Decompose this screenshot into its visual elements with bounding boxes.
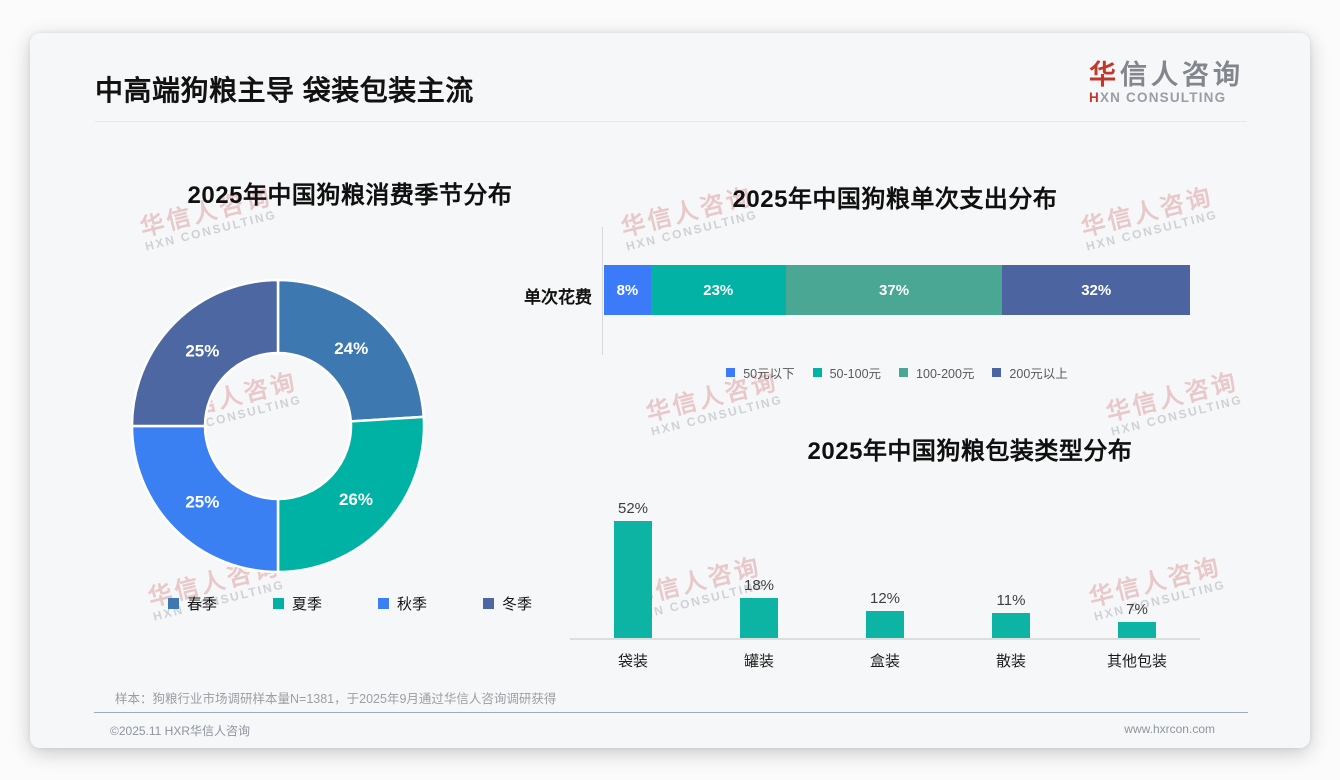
spend-segment-3: 32% (1002, 265, 1190, 315)
packaging-category-0: 袋装 (617, 653, 648, 670)
legend-swatch-icon (812, 368, 822, 377)
packaging-category-2: 盒装 (869, 653, 900, 670)
packaging-data-label-3: 11% (996, 592, 1026, 610)
sample-note: 样本：狗粮行业市场调研样本量N=1381，于2025年9月通过华信人咨询调研获得 (115, 692, 557, 706)
footer-copyright: ©2025.11 HXR华信人咨询 (110, 724, 250, 738)
company-logo: 华信人咨询 HXN CONSULTING (1089, 53, 1244, 105)
packaging-bar-1 (740, 597, 778, 638)
spend-data-label-1: 23% (703, 281, 734, 299)
packaging-category-4: 其他包装 (1106, 653, 1167, 670)
spend-row-label: 单次花费 (524, 288, 592, 307)
packaging-bar-4 (1118, 622, 1156, 638)
legend-swatch-icon (167, 598, 179, 609)
packaging-column-1: 18% (696, 576, 822, 638)
header-divider (95, 121, 1247, 122)
donut-data-label-1: 26% (339, 490, 373, 509)
packaging-column-0: 52% (570, 500, 696, 638)
spend-legend-item-1: 50-100元 (812, 363, 881, 382)
legend-swatch-icon (272, 598, 284, 609)
donut-legend-item-1: 夏季 (272, 593, 322, 614)
spend-legend-item-2: 100-200元 (899, 363, 974, 382)
packaging-category-labels: 袋装 罐装 盒装 散装 其他包装 (570, 650, 1200, 671)
packaging-data-label-4: 7% (1126, 601, 1148, 619)
donut-legend-item-2: 秋季 (378, 593, 427, 614)
packaging-bar-0 (614, 521, 652, 638)
spend-data-label-2: 37% (879, 281, 910, 299)
spend-segment-1: 23% (650, 265, 786, 315)
packaging-bar-chart: 52% 18% 12% 11% 7% (570, 500, 1200, 640)
donut-slice-0 (276, 278, 426, 423)
spend-axis-line (602, 227, 603, 355)
packaging-column-3: 11% (948, 592, 1074, 638)
donut-data-label-3: 25% (185, 341, 219, 360)
donut-slice-3 (130, 278, 280, 428)
packaging-data-label-2: 12% (869, 590, 901, 607)
donut-data-label-2: 25% (185, 493, 219, 512)
spend-data-label-0: 8% (616, 281, 639, 299)
spend-legend-item-3: 200元以上 (992, 363, 1068, 382)
packaging-bar-2 (866, 611, 904, 638)
packaging-data-label-1: 18% (743, 576, 775, 594)
legend-swatch-icon (726, 368, 736, 377)
packaging-data-label-0: 52% (617, 500, 649, 517)
logo-chinese-text: 华信人咨询 (1089, 60, 1244, 90)
donut-chart-title: 2025年中国狗粮消费季节分布 (187, 182, 513, 209)
packaging-category-1: 罐装 (743, 653, 774, 670)
donut-slice-2 (130, 424, 280, 574)
packaging-category-3: 散装 (995, 653, 1026, 670)
donut-legend: 春季 夏季 秋季 冬季 (110, 593, 590, 614)
page-title: 中高端狗粮主导 袋装包装主流 (95, 75, 474, 106)
footer-divider (94, 712, 1248, 713)
legend-swatch-icon (899, 368, 909, 377)
season-donut-chart: 24% 26% 25% 25% (130, 278, 426, 574)
spend-data-label-3: 32% (1081, 281, 1112, 299)
footer-website: www.hxrcon.com (1124, 722, 1215, 736)
packaging-bar-3 (992, 613, 1030, 638)
legend-swatch-icon (992, 368, 1002, 377)
packaging-column-4: 7% (1074, 601, 1200, 638)
spend-legend: 50元以下 50-100元 100-200元 200元以上 (604, 363, 1190, 382)
packaging-chart-title: 2025年中国狗粮包装类型分布 (807, 438, 1133, 465)
spend-stacked-bar: 8% 23% 37% 32% (604, 265, 1190, 315)
donut-legend-item-3: 冬季 (483, 593, 532, 614)
donut-slice-1 (276, 415, 426, 574)
legend-swatch-icon (378, 598, 389, 609)
legend-swatch-icon (483, 598, 495, 609)
slide-card: 华信人咨询 HXN CONSULTING 华信人咨询 HXN CONSULTING 华信… (30, 33, 1310, 748)
donut-data-label-0: 24% (334, 339, 368, 358)
donut-legend-item-0: 春季 (167, 593, 217, 614)
spend-segment-0: 8% (604, 265, 651, 315)
spend-legend-item-0: 50元以下 (726, 363, 795, 382)
spend-segment-2: 37% (785, 265, 1003, 315)
packaging-column-2: 12% (822, 590, 948, 638)
logo-english-text: HXN CONSULTING (1089, 90, 1227, 105)
spend-chart-title: 2025年中国狗粮单次支出分布 (732, 186, 1058, 213)
